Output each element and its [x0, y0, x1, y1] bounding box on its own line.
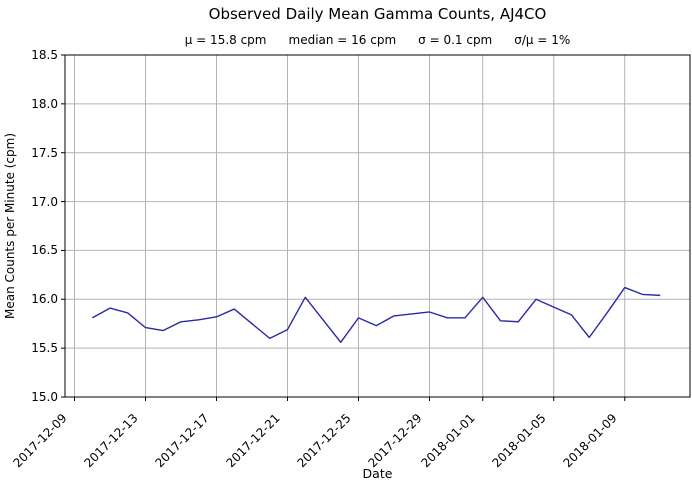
y-tick-label: 16.0	[31, 292, 58, 307]
y-tick-label: 15.5	[31, 341, 58, 356]
y-tick-label: 18.5	[31, 48, 58, 62]
chart-title: Observed Daily Mean Gamma Counts, AJ4CO	[208, 5, 547, 23]
y-tick-label: 17.0	[31, 194, 58, 209]
stat-mu: μ = 15.8 cpm	[184, 33, 267, 47]
stat-sigma: σ = 0.1 cpm	[418, 33, 493, 47]
stat-median: median = 16 cpm	[288, 33, 397, 47]
plot-border	[64, 54, 691, 398]
chart-stats-line: μ = 15.8 cpm median = 16 cpm σ = 0.1 cpm σ/…	[65, 33, 690, 47]
y-tick-label: 15.0	[31, 390, 58, 404]
data-line	[91, 286, 661, 343]
y-tick-label: 16.5	[31, 243, 58, 258]
stat-sigma-over-mu: σ/μ = 1%	[514, 33, 571, 47]
y-tick-label: 17.5	[31, 145, 58, 160]
y-axis-label: Mean Counts per Minute (cpm)	[3, 132, 17, 320]
x-axis-label: Date	[362, 466, 393, 481]
y-tick-label: 18.0	[31, 96, 58, 111]
